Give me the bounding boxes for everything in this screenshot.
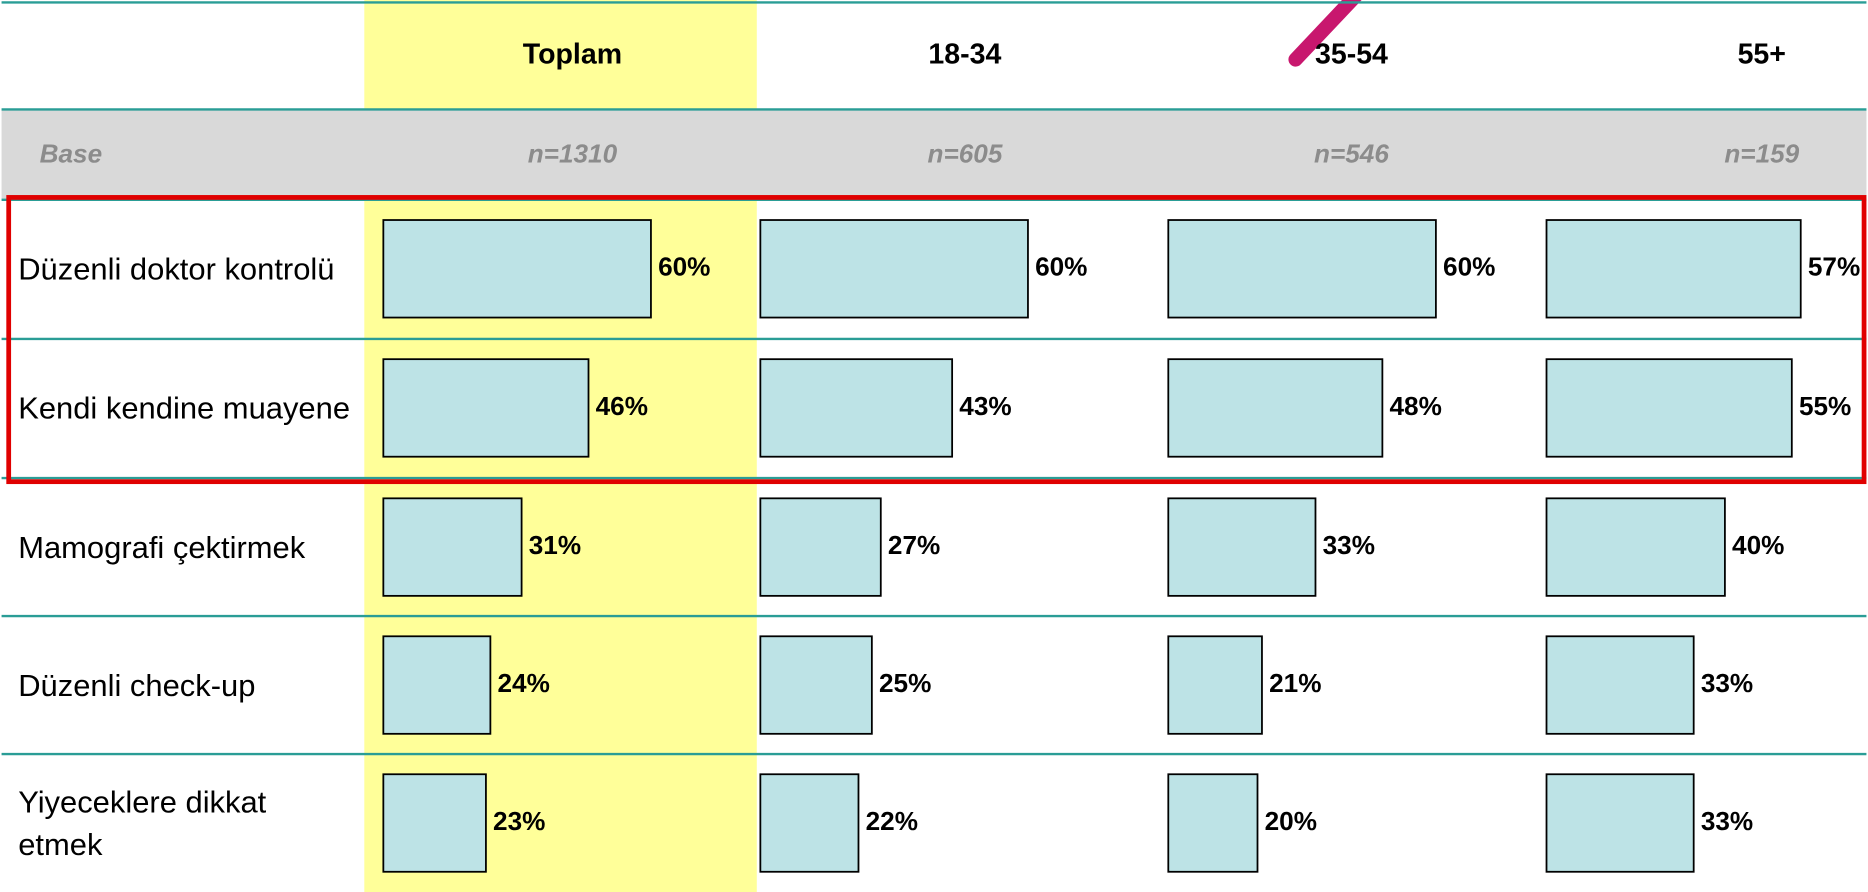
bar	[1545, 773, 1695, 873]
bar	[382, 358, 590, 458]
value-label: 33%	[1701, 806, 1753, 836]
row-label: Kendi kendine muayene	[18, 390, 351, 426]
bar	[759, 219, 1029, 319]
value-label: 23%	[493, 806, 545, 836]
bar	[1545, 635, 1695, 735]
bar	[1545, 358, 1793, 458]
value-label: 40%	[1732, 530, 1784, 560]
bar	[1545, 497, 1726, 597]
value-label: 25%	[879, 668, 931, 698]
bar	[759, 635, 873, 735]
value-label: 21%	[1269, 668, 1321, 698]
bar	[382, 635, 492, 735]
bar	[1167, 358, 1384, 458]
base-value: n=1310	[528, 139, 618, 169]
base-label: Base	[40, 139, 103, 169]
row-label: Düzenli doktor kontrolü	[18, 250, 335, 287]
row-label: Düzenli check-up	[18, 667, 256, 703]
column-header: Toplam	[523, 38, 622, 70]
value-label: 43%	[959, 391, 1011, 421]
value-label: 60%	[1443, 252, 1495, 282]
base-value: n=546	[1314, 139, 1389, 169]
row-label-box: Düzenli doktor kontrolü	[18, 250, 335, 287]
value-label: 31%	[529, 530, 581, 560]
value-label: 48%	[1390, 391, 1442, 421]
row-label-box: Yiyeceklere dikkat etmek	[18, 783, 267, 863]
decoration	[1288, 0, 1362, 67]
bar	[1167, 219, 1437, 319]
value-label: 60%	[1035, 252, 1087, 282]
bar	[759, 497, 882, 597]
bar	[382, 497, 523, 597]
base-value: n=159	[1724, 139, 1799, 169]
column-header: 55+	[1738, 38, 1786, 70]
row-label-box: Düzenli check-up	[18, 667, 256, 703]
bar	[1167, 773, 1259, 873]
value-label: 60%	[658, 252, 710, 282]
column-header: 18-34	[928, 38, 1001, 70]
bar	[382, 773, 487, 873]
value-label: 57%	[1808, 252, 1860, 282]
bar	[382, 219, 652, 319]
value-label: 33%	[1701, 668, 1753, 698]
row-label: Yiyeceklere dikkat etmek	[18, 783, 267, 863]
highlight-box	[6, 195, 1867, 485]
row-label-box: Kendi kendine muayene	[18, 390, 351, 426]
base-row	[1, 109, 1867, 200]
value-label: 27%	[888, 530, 940, 560]
row-label-box: Mamografi çektirmek	[18, 529, 306, 565]
bar	[759, 773, 860, 873]
value-label: 46%	[596, 391, 648, 421]
value-label: 22%	[866, 806, 918, 836]
row-label: Mamografi çektirmek	[18, 529, 306, 565]
value-label: 55%	[1799, 391, 1851, 421]
bar	[1167, 497, 1317, 597]
value-label: 33%	[1323, 530, 1375, 560]
bar	[759, 358, 954, 458]
value-label: 24%	[498, 668, 550, 698]
bar	[1545, 219, 1802, 319]
value-label: 20%	[1265, 806, 1317, 836]
column-header: 35-54	[1315, 38, 1388, 70]
base-value: n=605	[927, 139, 1002, 169]
bar	[1167, 635, 1263, 735]
